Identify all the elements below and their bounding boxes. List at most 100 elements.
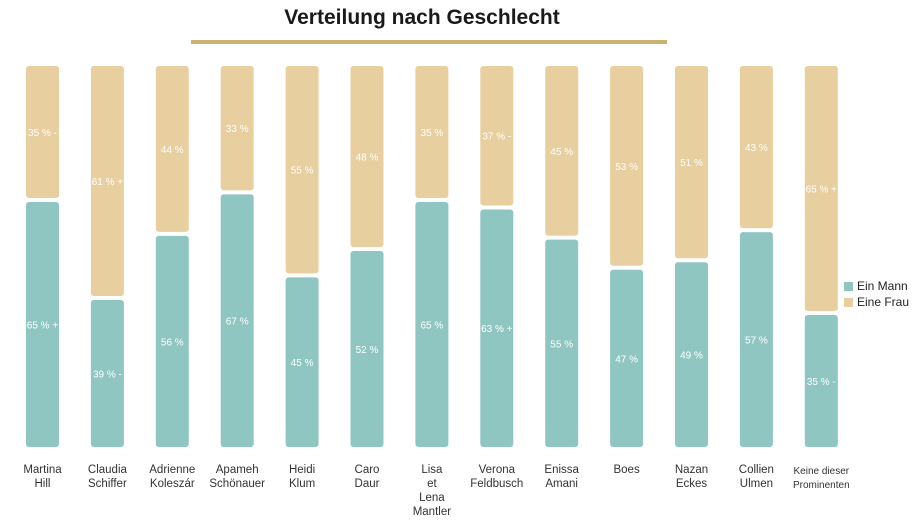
bar-ein-mann-4 xyxy=(285,277,319,447)
bar-eine-frau-6 xyxy=(415,66,449,198)
category-label-2-line-0: Adrienne xyxy=(149,464,196,476)
legend-swatch-eine-frau xyxy=(844,297,853,307)
category-label-4-line-1: Klum xyxy=(288,478,316,490)
category-label-6-line-1: et xyxy=(427,478,437,490)
legend-swatch-ein-mann xyxy=(844,281,853,291)
category-label-8: Enissa Amani xyxy=(525,463,599,491)
category-label-8-line-1: Amani xyxy=(545,478,578,490)
category-label-10-line-0: Nazan xyxy=(674,464,709,476)
category-label-4-line-0: Heidi xyxy=(288,464,316,476)
category-label-12: Keine dieser Prominenten xyxy=(784,465,858,493)
bar-eine-frau-12 xyxy=(804,66,838,312)
bar-ein-mann-8 xyxy=(545,239,579,447)
bar-eine-frau-2 xyxy=(155,66,189,232)
bar-ein-mann-11 xyxy=(739,232,773,447)
category-label-6: Lisa et Lena Mantler xyxy=(395,463,469,519)
bar-ein-mann-12 xyxy=(804,315,838,447)
category-label-3-line-0: Apameh xyxy=(215,464,259,476)
data-label-ein-mann-9: 47 % xyxy=(615,354,638,365)
category-label-6-line-0: Lisa xyxy=(421,464,443,476)
data-label-eine-frau-2: 44 % xyxy=(161,145,184,156)
bar-eine-frau-7 xyxy=(480,66,514,206)
data-label-ein-mann-2: 56 % xyxy=(161,337,184,348)
legend-item-eine-frau: Eine Frau xyxy=(844,294,909,310)
category-label-7: Verona Feldbusch xyxy=(460,463,534,491)
category-label-3: Apameh Schönauer xyxy=(200,463,274,491)
bar-eine-frau-3 xyxy=(220,66,254,191)
category-label-5-line-1: Daur xyxy=(354,478,380,490)
data-label-eine-frau-10: 51 % xyxy=(680,158,703,169)
bar-ein-mann-9 xyxy=(610,269,644,447)
category-label-1-line-0: Claudia xyxy=(87,464,127,476)
bar-ein-mann-5 xyxy=(350,250,384,447)
category-label-4: Heidi Klum xyxy=(265,463,339,491)
category-label-2: Adrienne Koleszár xyxy=(135,463,209,491)
category-label-1: Claudia Schiffer xyxy=(70,463,144,491)
category-label-12-line-0: Keine dieser xyxy=(793,466,850,477)
data-label-ein-mann-6: 65 % xyxy=(421,320,444,331)
category-label-5-line-0: Caro xyxy=(354,464,380,476)
bar-ein-mann-1 xyxy=(90,299,124,447)
bar-eine-frau-1 xyxy=(90,66,124,296)
data-label-eine-frau-0: 35 % - xyxy=(28,128,57,139)
data-label-ein-mann-10: 49 % xyxy=(680,351,703,362)
category-label-6-line-2: Lena xyxy=(419,492,445,504)
bar-ein-mann-3 xyxy=(220,194,254,447)
data-label-eine-frau-9: 53 % xyxy=(615,162,638,173)
category-label-7-line-1: Feldbusch xyxy=(470,478,524,490)
category-label-0-line-1: Hill xyxy=(34,478,51,490)
bar-eine-frau-5 xyxy=(350,66,384,247)
category-label-0: Martina Hill xyxy=(6,463,80,491)
bar-eine-frau-11 xyxy=(739,66,773,229)
bar-eine-frau-9 xyxy=(610,66,644,266)
category-label-10: Nazan Eckes xyxy=(655,463,729,491)
bar-ein-mann-6 xyxy=(415,201,449,447)
chart-title: Verteilung nach Geschlecht xyxy=(284,6,560,29)
data-label-ein-mann-11: 57 % xyxy=(745,336,768,347)
data-label-ein-mann-12: 35 % - xyxy=(807,377,836,388)
category-label-1-line-1: Schiffer xyxy=(88,478,127,490)
bar-ein-mann-2 xyxy=(155,235,189,447)
category-label-10-line-1: Eckes xyxy=(675,478,708,490)
bar-eine-frau-8 xyxy=(545,66,579,236)
data-label-eine-frau-8: 45 % xyxy=(550,147,573,158)
category-label-2-line-1: Koleszár xyxy=(149,478,195,490)
data-label-ein-mann-1: 39 % - xyxy=(93,369,122,380)
category-label-9: Boes xyxy=(590,463,664,477)
data-label-ein-mann-0: 65 % + xyxy=(27,320,59,331)
category-label-12-line-1: Prominenten xyxy=(792,480,850,491)
data-label-eine-frau-1: 61 % + xyxy=(92,177,124,188)
category-label-5: Caro Daur xyxy=(330,463,404,491)
data-label-eine-frau-4: 55 % xyxy=(291,166,314,177)
legend-label-eine-frau: Eine Frau xyxy=(857,295,910,309)
bar-ein-mann-10 xyxy=(675,262,708,447)
legend: Ein Mann Eine Frau xyxy=(844,278,909,310)
data-label-ein-mann-5: 52 % xyxy=(356,345,379,356)
data-label-ein-mann-8: 55 % xyxy=(550,339,573,350)
bar-eine-frau-0 xyxy=(26,66,59,198)
legend-label-ein-mann: Ein Mann xyxy=(857,279,908,293)
category-label-8-line-0: Enissa xyxy=(544,464,579,476)
data-label-ein-mann-7: 63 % + xyxy=(481,324,513,335)
data-label-eine-frau-12: 65 % + xyxy=(806,185,838,196)
data-label-eine-frau-3: 33 % xyxy=(226,124,249,135)
category-label-11-line-0: Collien xyxy=(738,464,774,476)
data-label-eine-frau-6: 35 % xyxy=(421,128,444,139)
bar-eine-frau-10 xyxy=(675,66,708,259)
data-label-eine-frau-5: 48 % xyxy=(356,152,379,163)
category-label-6-line-3: Mantler xyxy=(412,506,452,518)
data-label-ein-mann-3: 67 % xyxy=(226,317,249,328)
legend-item-ein-mann: Ein Mann xyxy=(844,278,909,294)
bar-ein-mann-0 xyxy=(26,201,59,447)
title-underline xyxy=(191,40,667,44)
category-label-7-line-0: Verona xyxy=(478,464,516,476)
data-label-eine-frau-7: 37 % - xyxy=(482,132,511,143)
category-label-9-line-0: Boes xyxy=(613,464,640,476)
category-label-3-line-1: Schönauer xyxy=(209,478,265,490)
bar-ein-mann-7 xyxy=(480,209,514,447)
category-label-11: Collien Ulmen xyxy=(719,463,793,491)
category-label-11-line-1: Ulmen xyxy=(739,478,773,490)
category-label-0-line-0: Martina xyxy=(23,464,62,476)
data-label-eine-frau-11: 43 % xyxy=(745,143,768,154)
